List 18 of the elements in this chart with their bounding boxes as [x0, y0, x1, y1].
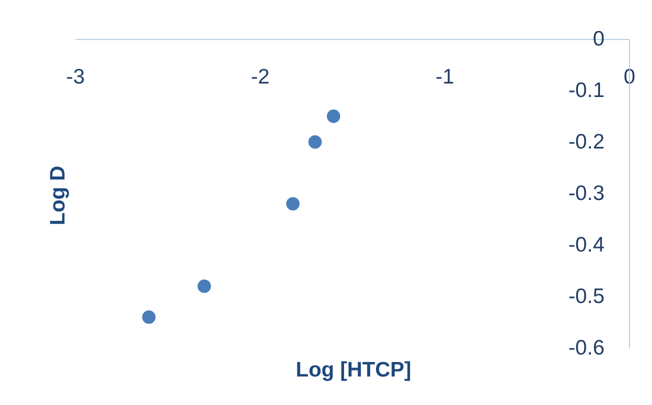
- y-tick-label: -0.6: [568, 336, 604, 360]
- point: [142, 310, 156, 324]
- y-tick-label: -0.5: [568, 285, 604, 308]
- x-tick-label: 0: [624, 66, 636, 88]
- x-tick-label: -3: [66, 66, 85, 88]
- y-axis-title: Log D: [46, 166, 70, 226]
- y-tick-label: -0.2: [568, 130, 604, 154]
- point: [286, 197, 300, 210]
- point: [326, 110, 340, 123]
- point: [198, 280, 211, 293]
- x-tick-label: -1: [435, 66, 454, 88]
- y-tick-label: -0.4: [568, 234, 605, 256]
- y-tick-label: -0.1: [568, 79, 604, 102]
- x-axis-title: Log [HTCP]: [296, 358, 412, 382]
- point: [308, 135, 322, 149]
- y-tick-label: 0: [592, 28, 604, 50]
- x-tick-label: -2: [250, 66, 270, 88]
- y-tick-label: -0.3: [568, 182, 604, 205]
